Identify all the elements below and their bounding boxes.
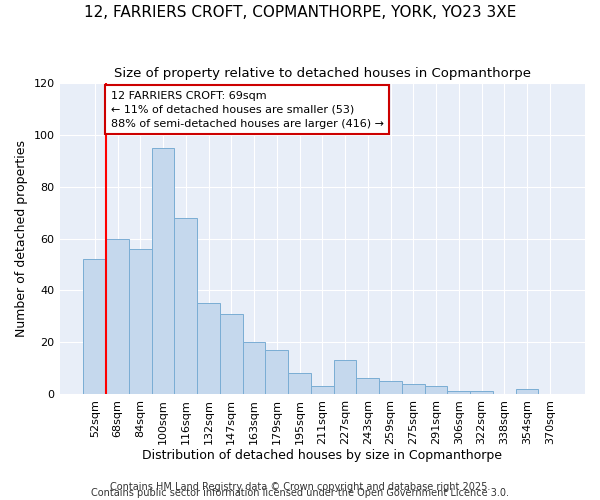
Bar bbox=[470, 392, 493, 394]
Bar bbox=[197, 304, 220, 394]
Bar bbox=[288, 373, 311, 394]
Bar bbox=[83, 259, 106, 394]
Text: 12, FARRIERS CROFT, COPMANTHORPE, YORK, YO23 3XE: 12, FARRIERS CROFT, COPMANTHORPE, YORK, … bbox=[84, 5, 516, 20]
Text: Contains public sector information licensed under the Open Government Licence 3.: Contains public sector information licen… bbox=[91, 488, 509, 498]
Bar bbox=[425, 386, 448, 394]
Bar bbox=[311, 386, 334, 394]
Bar bbox=[129, 249, 152, 394]
Bar bbox=[379, 381, 402, 394]
Bar bbox=[448, 392, 470, 394]
Y-axis label: Number of detached properties: Number of detached properties bbox=[15, 140, 28, 337]
Bar bbox=[515, 389, 538, 394]
Bar bbox=[106, 238, 129, 394]
Text: Contains HM Land Registry data © Crown copyright and database right 2025.: Contains HM Land Registry data © Crown c… bbox=[110, 482, 490, 492]
Bar bbox=[220, 314, 242, 394]
Bar bbox=[175, 218, 197, 394]
Text: 12 FARRIERS CROFT: 69sqm
← 11% of detached houses are smaller (53)
88% of semi-d: 12 FARRIERS CROFT: 69sqm ← 11% of detach… bbox=[111, 91, 384, 129]
Bar bbox=[334, 360, 356, 394]
Bar bbox=[242, 342, 265, 394]
Bar bbox=[402, 384, 425, 394]
Title: Size of property relative to detached houses in Copmanthorpe: Size of property relative to detached ho… bbox=[114, 68, 531, 80]
Bar bbox=[265, 350, 288, 394]
X-axis label: Distribution of detached houses by size in Copmanthorpe: Distribution of detached houses by size … bbox=[142, 450, 502, 462]
Bar bbox=[152, 148, 175, 394]
Bar bbox=[356, 378, 379, 394]
